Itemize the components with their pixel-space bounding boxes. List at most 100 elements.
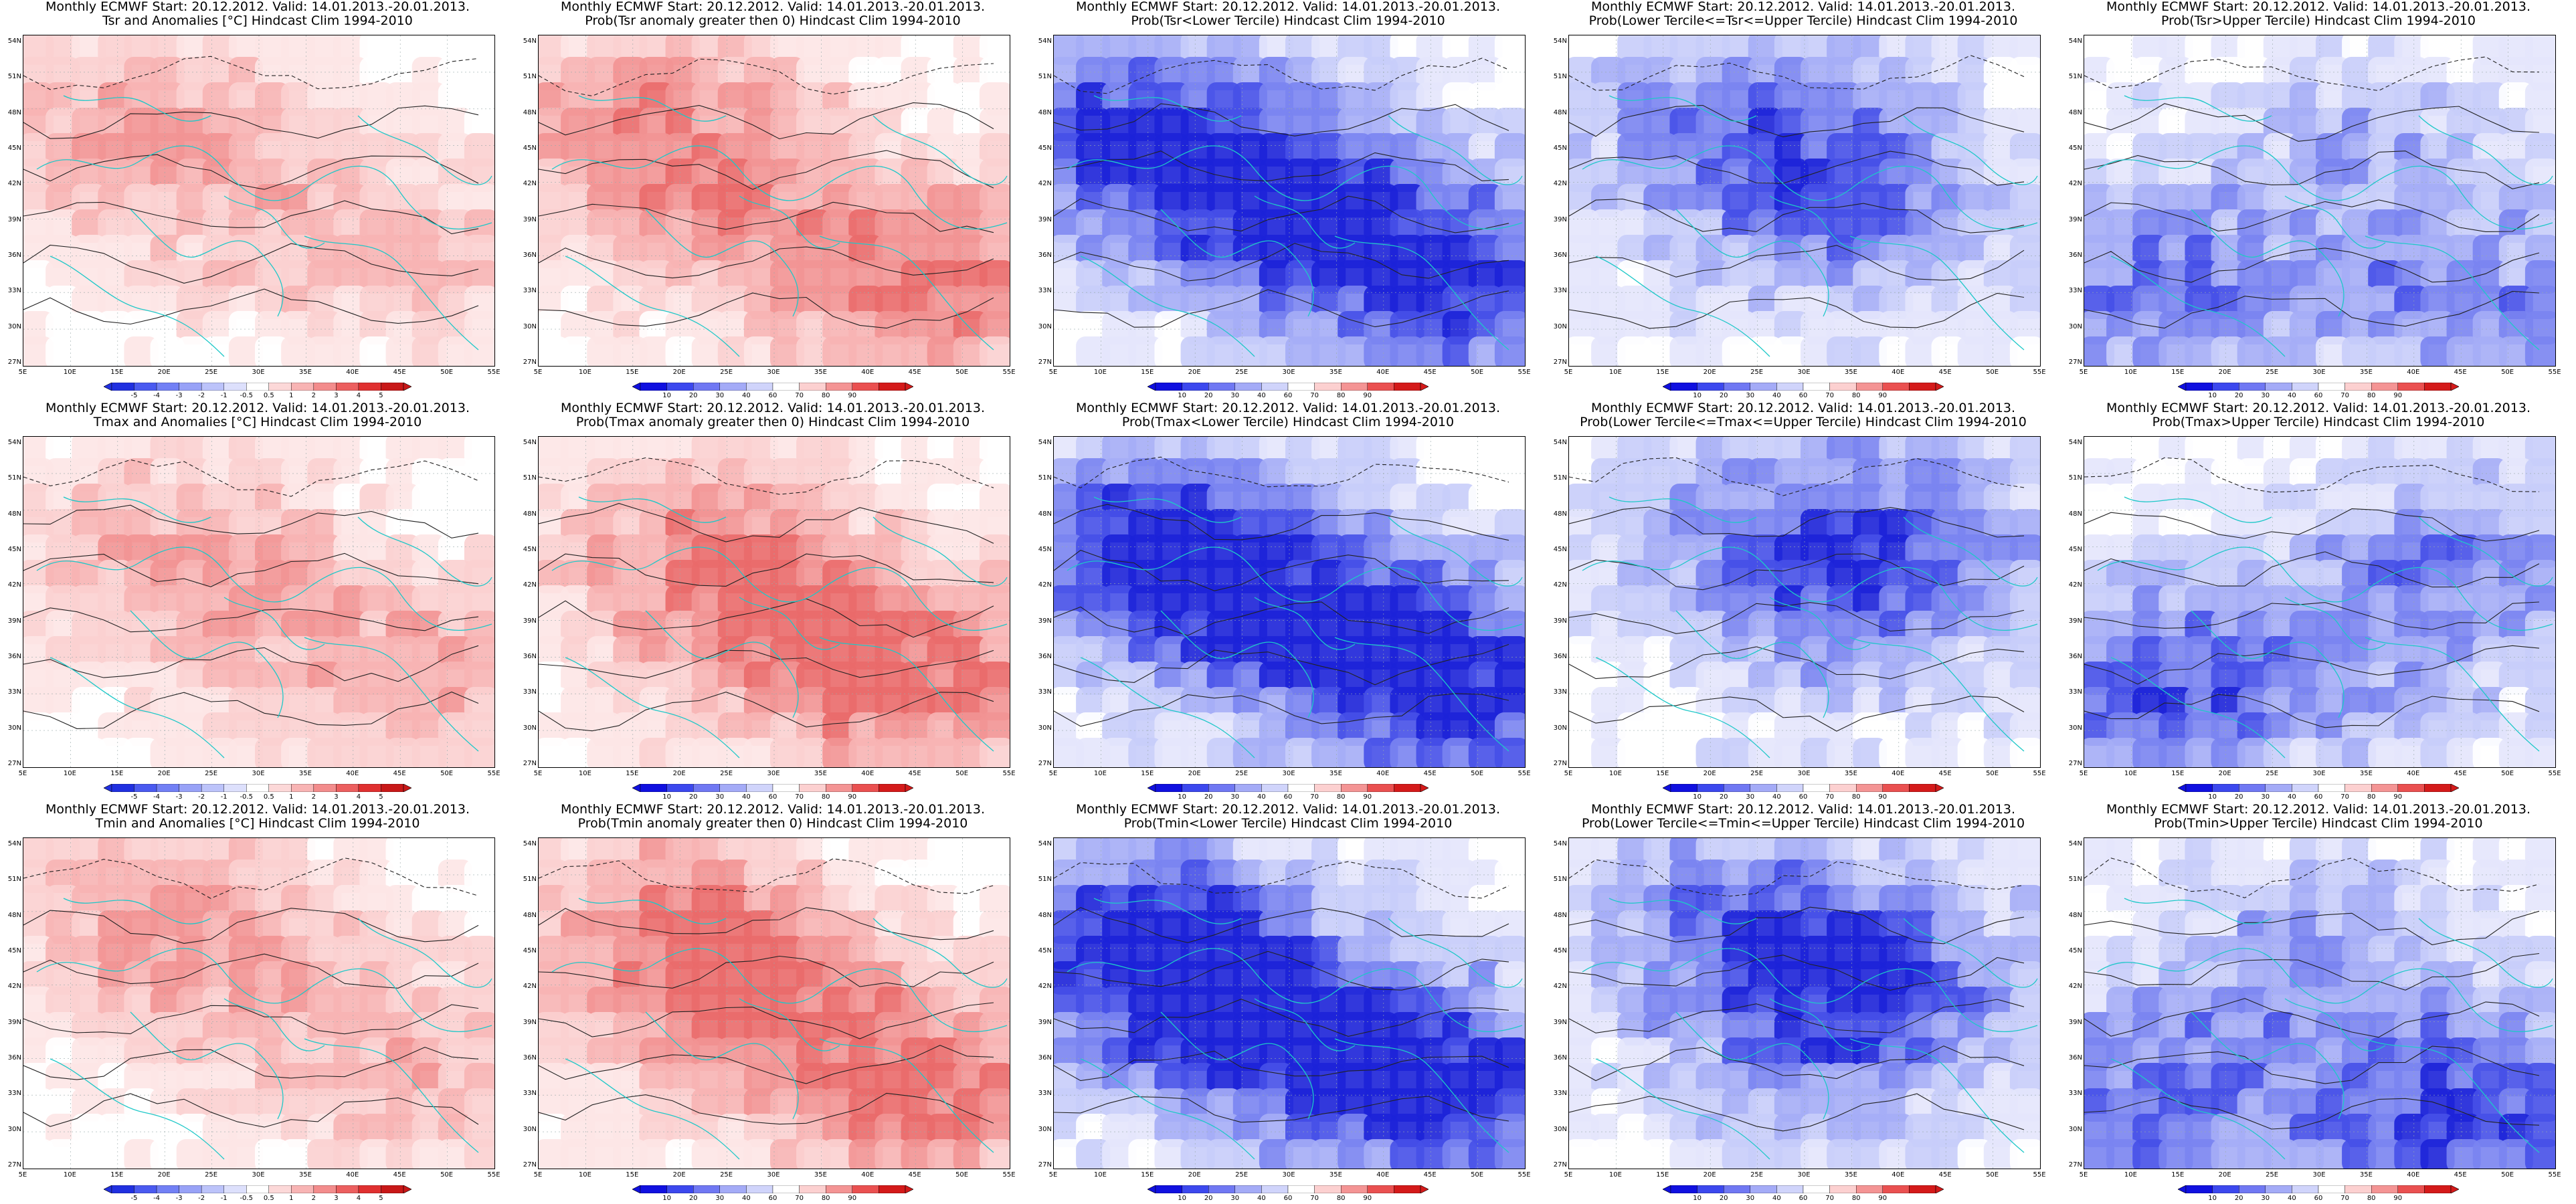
shading-cell: [1338, 184, 1372, 217]
colorbar-segment: [719, 784, 747, 792]
shading-cell: [979, 560, 1010, 593]
shading-cell: [1774, 184, 1809, 217]
shading-cell: [1669, 987, 1704, 1020]
shading-cell: [1669, 961, 1704, 995]
shading-cell: [72, 636, 106, 670]
shading-cell: [1853, 585, 1888, 619]
shading-cell: [1774, 1139, 1809, 1169]
shading-cell: [1494, 534, 1525, 568]
coastline: [1067, 145, 1523, 229]
shading-cell: [1801, 961, 1835, 995]
shading-cell: [176, 1063, 211, 1096]
shading-cell: [875, 1088, 909, 1122]
shading-cell: [743, 636, 778, 670]
coastline: [578, 898, 727, 924]
shading-cell: [613, 82, 648, 116]
shading-cell: [1154, 1139, 1189, 1169]
shading-cell: [2342, 1037, 2377, 1071]
shading-cell: [1154, 159, 1189, 192]
lat-tick-label: 36N: [1038, 252, 1052, 259]
shading-cell: [561, 1012, 595, 1045]
shading-cell: [2185, 1063, 2219, 1096]
shading-cell: [1311, 311, 1346, 344]
shading-cell: [281, 534, 316, 568]
colorbar-label: 80: [821, 1195, 830, 1202]
shading-cell: [281, 260, 316, 294]
shading-cell: [359, 209, 394, 243]
shading-cell: [1774, 311, 1809, 344]
shading-cell: [822, 209, 857, 243]
shading-cell: [2368, 1063, 2403, 1096]
colorbar-label: 1: [289, 392, 294, 399]
shading-cell: [2316, 235, 2351, 268]
shading-cell: [2158, 936, 2193, 969]
shading-cell: [2498, 636, 2533, 670]
colorbar-min-arrow: [632, 383, 641, 391]
lon-tick-label: 10E: [1093, 369, 1107, 376]
shading-cell: [1416, 133, 1451, 167]
shading-cell: [307, 184, 342, 217]
shading-cell: [1076, 885, 1111, 918]
shading-cell: [2237, 738, 2272, 767]
shading-cell: [359, 1139, 394, 1169]
lat-tick-label: 27N: [7, 359, 21, 366]
shading-cell: [1259, 585, 1293, 619]
shading-cell: [1905, 1012, 1940, 1045]
shading-cell: [1285, 611, 1320, 644]
colorbar-segment: [640, 784, 667, 792]
shading-cell: [1285, 534, 1320, 568]
shading-cell: [2106, 585, 2141, 619]
map-area: [1568, 35, 2041, 367]
shading-cell: [411, 336, 446, 366]
shading-cell: [1774, 738, 1809, 767]
contour-line: [23, 1004, 479, 1035]
colorbar-label: 70: [1310, 392, 1319, 399]
coastline: [739, 597, 840, 650]
shading-cell: [1722, 611, 1756, 644]
lat-tick-label: 39N: [1553, 617, 1567, 625]
shading-cell: [796, 712, 831, 746]
shading-cell: [1338, 687, 1372, 720]
colorbar-label: 90: [848, 793, 857, 801]
shading-cell: [665, 336, 700, 366]
shading-cell: [2420, 738, 2455, 767]
shading-cell: [1390, 611, 1424, 644]
shading-cell: [2185, 159, 2219, 192]
shading-cell: [45, 885, 80, 918]
shading-cell: [1879, 1139, 1914, 1169]
shading-cell: [385, 108, 420, 141]
colorbar-max-arrow: [905, 784, 913, 792]
shading-cell: [1416, 611, 1451, 644]
lon-tick-label: 35E: [814, 1171, 827, 1179]
shading-cell: [770, 108, 805, 141]
shading-cell: [1259, 534, 1293, 568]
shading-cell: [1774, 636, 1809, 670]
coastline: [1675, 610, 1829, 718]
lat-tick-label: 33N: [2068, 287, 2082, 295]
shading-cell: [1905, 860, 1940, 893]
map-field: [1054, 35, 1525, 366]
shading-cell: [848, 560, 883, 593]
lon-tick-label: 15E: [2171, 770, 2185, 777]
shading-cell: [848, 57, 883, 90]
shading-cell: [1931, 738, 1966, 767]
shading-cell: [98, 560, 132, 593]
shading-cell: [796, 311, 831, 344]
shading-cell: [561, 1139, 595, 1169]
shading-cell: [385, 534, 420, 568]
shading-cell: [2009, 961, 2040, 995]
shading-cell: [927, 910, 961, 944]
shading-cell: [72, 687, 106, 720]
shading-cell: [1591, 738, 1626, 767]
shading-cell: [2185, 133, 2219, 167]
shading-cell: [438, 585, 472, 619]
shading-cell: [98, 611, 132, 644]
shading-cell: [1442, 1063, 1477, 1096]
shading-cell: [176, 910, 211, 944]
shading-cell: [1722, 286, 1756, 319]
shading-cell: [1853, 987, 1888, 1020]
lon-tick-label: 50E: [440, 1171, 454, 1179]
colorbar-max-arrow: [905, 1185, 913, 1193]
shading-cell: [1102, 1088, 1137, 1122]
map-field: [1569, 437, 2040, 767]
